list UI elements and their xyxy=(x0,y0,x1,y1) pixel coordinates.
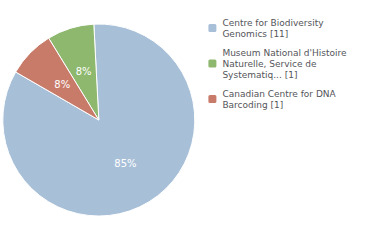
svg-text:8%: 8% xyxy=(76,66,92,77)
svg-text:Canadian Centre for DNA: Canadian Centre for DNA xyxy=(222,89,336,99)
svg-text:Barcoding [1]: Barcoding [1] xyxy=(222,100,283,110)
svg-text:Genomics [11]: Genomics [11] xyxy=(222,29,288,39)
svg-text:85%: 85% xyxy=(114,158,136,169)
svg-text:Museum National d'Histoire: Museum National d'Histoire xyxy=(222,48,347,58)
svg-text:8%: 8% xyxy=(54,79,70,90)
svg-text:Naturelle, Service de: Naturelle, Service de xyxy=(222,59,317,69)
svg-text:Centre for Biodiversity: Centre for Biodiversity xyxy=(222,18,324,28)
svg-text:Systematiq... [1]: Systematiq... [1] xyxy=(222,70,297,80)
